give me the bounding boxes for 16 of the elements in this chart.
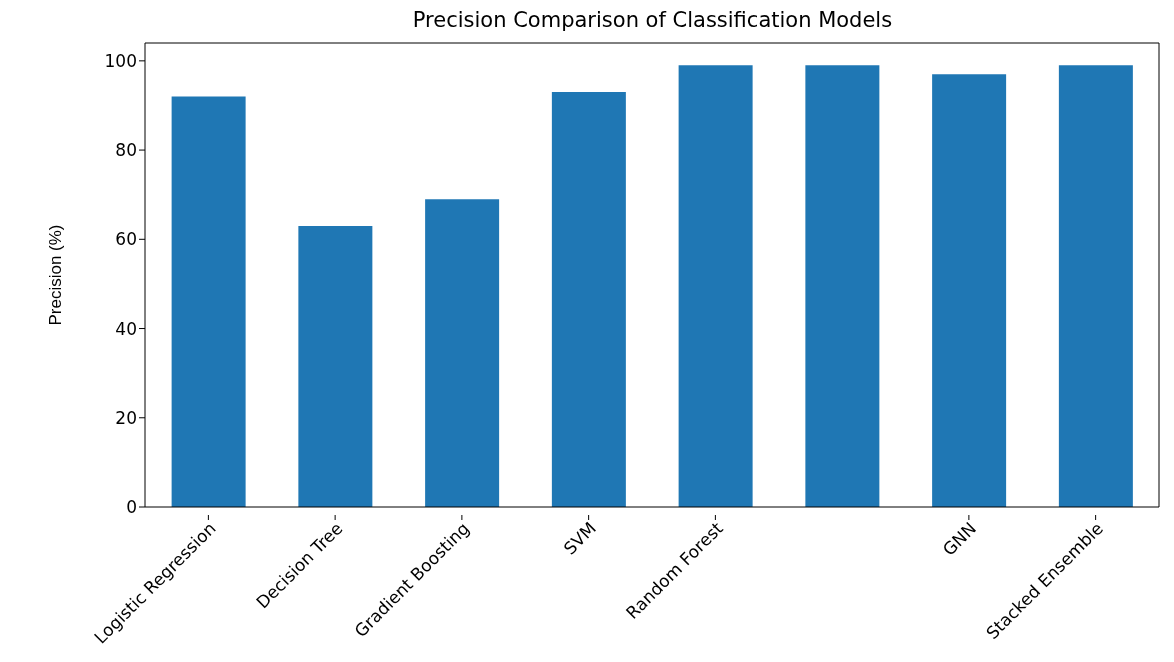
- bar: [805, 65, 880, 507]
- y-tick-label: 80: [115, 140, 137, 161]
- chart-title: Precision Comparison of Classification Models: [411, 8, 894, 32]
- y-tick-label: 100: [104, 50, 137, 71]
- bar: [171, 96, 246, 507]
- y-tick-label: 40: [115, 318, 137, 339]
- bar: [1058, 65, 1133, 507]
- bar: [425, 199, 500, 507]
- y-tick-label: 0: [126, 497, 137, 518]
- y-tick-label: 60: [115, 229, 137, 250]
- bar: [551, 92, 626, 507]
- bar: [298, 225, 373, 507]
- y-tick-label: 20: [115, 407, 137, 428]
- bar: [678, 65, 753, 507]
- y-axis-title: Precision (%): [46, 224, 66, 326]
- bar: [932, 74, 1007, 507]
